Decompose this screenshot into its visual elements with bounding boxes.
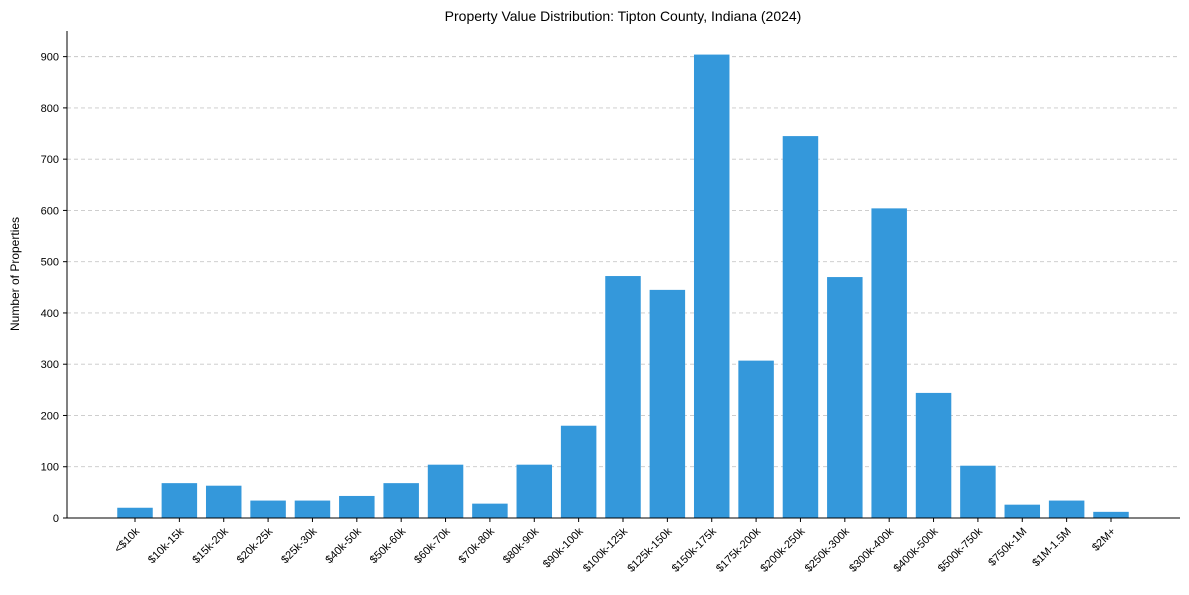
bar <box>294 500 331 518</box>
x-tick-label: $750k-1M <box>986 526 1029 569</box>
y-tick-label: 400 <box>41 308 59 320</box>
x-tick-label: $15k-20k <box>190 525 231 566</box>
bar <box>1048 500 1085 518</box>
x-tick-label: $80k-90k <box>501 525 542 566</box>
y-tick-label: 700 <box>41 154 59 166</box>
bar <box>205 485 242 518</box>
x-tick-label: $200k-250k <box>758 525 807 574</box>
bar <box>871 208 907 518</box>
y-tick-label: 300 <box>41 359 59 371</box>
bar <box>339 495 375 518</box>
x-tick-label: $100k-125k <box>581 525 630 574</box>
chart-title: Property Value Distribution: Tipton Coun… <box>445 8 802 24</box>
y-tick-label: 200 <box>41 410 59 422</box>
y-ticks: 0 100 200 300 400 500 600 700 800 900 <box>41 52 67 525</box>
x-tick-label: $10k-15k <box>146 525 187 566</box>
bar <box>782 136 819 518</box>
y-tick-label: 800 <box>41 103 59 115</box>
x-tick-label: $40k-50k <box>323 525 364 566</box>
x-tick-label: $60k-70k <box>412 525 453 566</box>
bar <box>1004 504 1041 518</box>
x-tick-label: $90k-100k <box>541 525 586 570</box>
x-tick-label: $20k-25k <box>235 525 276 566</box>
bar <box>560 425 597 518</box>
bar <box>117 507 153 518</box>
y-tick-label: 100 <box>41 462 59 474</box>
bar <box>738 360 774 518</box>
x-tick-label: $70k-80k <box>457 525 498 566</box>
bar <box>960 465 996 518</box>
bar <box>427 464 464 518</box>
bar <box>472 503 508 518</box>
y-tick-label: 900 <box>41 52 59 64</box>
x-tick-label: $500k-750k <box>936 525 985 574</box>
x-tick-label: $1M-1.5M <box>1030 526 1074 570</box>
bar <box>693 54 730 518</box>
x-tick-label: $400k-500k <box>892 525 941 574</box>
x-tick-label: $25k-30k <box>279 525 320 566</box>
x-tick-label: $150k-175k <box>670 525 719 574</box>
gridlines <box>67 56 1180 468</box>
x-ticks: <$10k $10k-15k $15k-20k $20k-25k $25k-30k $40… <box>112 518 1118 575</box>
y-tick-label: 500 <box>41 257 59 269</box>
bar <box>827 277 863 518</box>
x-tick-label: $2M+ <box>1090 526 1118 554</box>
bar <box>383 483 419 518</box>
bar <box>1093 511 1129 518</box>
x-tick-label: $300k-400k <box>847 525 896 574</box>
bar <box>605 276 641 518</box>
x-tick-label: $125k-150k <box>625 525 674 574</box>
x-tick-label: $175k-200k <box>714 525 763 574</box>
bars <box>117 54 1129 518</box>
bar <box>649 289 686 518</box>
x-tick-label: <$10k <box>112 525 142 555</box>
bar <box>250 500 286 518</box>
bar <box>516 464 553 518</box>
x-tick-label: $250k-300k <box>803 525 852 574</box>
bar <box>915 392 952 518</box>
bar <box>161 483 198 518</box>
y-tick-label: 0 <box>53 513 59 525</box>
x-tick-label: $50k-60k <box>368 525 409 566</box>
y-axis-label: Number of Properties <box>8 217 22 331</box>
y-tick-label: 600 <box>41 205 59 217</box>
